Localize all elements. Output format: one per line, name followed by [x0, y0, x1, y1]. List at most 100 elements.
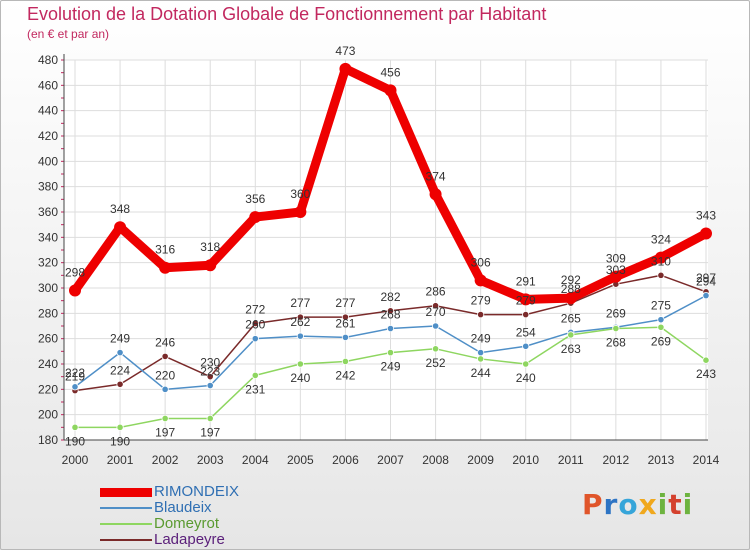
data-label-blaudeix: 262	[290, 315, 310, 329]
data-point-rimondeix	[564, 292, 577, 305]
data-label-rimondeix: 291	[516, 274, 536, 288]
data-point-rimondeix	[429, 188, 442, 201]
logo-letter: x	[638, 488, 658, 521]
data-point-ladapeyre	[431, 302, 440, 310]
data-label-ladapeyre: 279	[471, 294, 491, 308]
data-point-domeyrot	[116, 423, 124, 431]
data-label-blaudeix: 222	[65, 366, 85, 380]
data-label-domeyrot: 231	[245, 382, 265, 396]
data-point-domeyrot	[477, 355, 485, 363]
data-label-ladapeyre: 219	[65, 370, 85, 384]
data-label-domeyrot: 197	[200, 425, 220, 439]
data-point-blaudeix	[116, 348, 124, 357]
y-tick-label: 260	[38, 332, 58, 346]
data-point-domeyrot	[612, 324, 620, 333]
data-point-ladapeyre	[296, 313, 304, 321]
data-label-rimondeix: 316	[155, 243, 175, 257]
data-point-ladapeyre	[116, 380, 124, 388]
data-label-blaudeix: 260	[245, 318, 265, 332]
data-label-domeyrot: 268	[606, 336, 626, 350]
logo-letter: P	[582, 488, 604, 521]
data-point-domeyrot	[702, 356, 710, 364]
data-label-blaudeix: 269	[606, 306, 626, 320]
data-label-ladapeyre: 224	[110, 363, 130, 377]
data-point-rimondeix	[700, 227, 712, 240]
x-tick-label: 2010	[512, 453, 539, 467]
data-label-ladapeyre: 288	[561, 282, 581, 296]
legend-label: RIMONDEIX	[154, 483, 240, 500]
x-tick-label: 2004	[242, 453, 269, 467]
data-label-rimondeix: 374	[426, 169, 446, 183]
data-point-rimondeix	[474, 274, 487, 287]
data-label-blaudeix: 261	[335, 316, 355, 330]
legend-item-ladapeyre: Ladapeyre	[100, 532, 239, 548]
y-tick-label: 220	[38, 382, 58, 396]
data-label-domeyrot: 190	[65, 434, 85, 448]
y-tick-label: 460	[38, 78, 58, 92]
x-tick-label: 2003	[197, 453, 224, 467]
data-label-ladapeyre: 246	[155, 335, 175, 349]
data-point-rimondeix	[294, 206, 307, 218]
data-label-domeyrot: 243	[696, 367, 716, 381]
legend-item-blaudeix: Blaudeix	[100, 500, 239, 516]
data-label-domeyrot: 240	[516, 371, 536, 385]
x-tick-label: 2008	[422, 453, 449, 467]
data-label-ladapeyre: 286	[426, 285, 446, 299]
logo-letter: o	[618, 488, 639, 521]
data-label-blaudeix: 268	[380, 308, 400, 322]
data-point-ladapeyre	[206, 373, 214, 381]
data-point-ladapeyre	[341, 313, 350, 321]
data-point-blaudeix	[71, 383, 79, 391]
data-point-rimondeix	[114, 221, 127, 234]
data-point-blaudeix	[296, 332, 304, 340]
data-label-blaudeix: 220	[155, 368, 175, 382]
data-point-rimondeix	[69, 284, 81, 297]
proxiti-logo: Proxiti	[582, 488, 693, 521]
logo-letter: t	[668, 488, 683, 521]
data-label-ladapeyre: 277	[335, 296, 355, 310]
data-label-domeyrot: 244	[471, 366, 491, 380]
data-point-rimondeix	[384, 84, 397, 97]
legend-swatch	[100, 539, 152, 541]
legend-label: Blaudeix	[154, 499, 212, 516]
y-tick-label: 440	[38, 104, 58, 118]
chart-legend: RIMONDEIX Blaudeix Domeyrot Ladapeyre	[100, 484, 239, 548]
data-point-blaudeix	[206, 381, 214, 390]
data-point-rimondeix	[204, 259, 217, 272]
data-point-ladapeyre	[522, 310, 530, 319]
data-point-ladapeyre	[657, 271, 665, 279]
data-label-rimondeix: 473	[335, 44, 355, 58]
logo-letter: i	[682, 488, 694, 521]
data-label-ladapeyre: 230	[200, 356, 220, 370]
data-label-rimondeix: 309	[606, 252, 626, 266]
data-point-blaudeix	[161, 385, 169, 393]
data-point-ladapeyre	[477, 310, 485, 319]
x-tick-label: 2007	[377, 453, 404, 467]
data-point-rimondeix	[519, 293, 532, 306]
data-label-domeyrot: 249	[380, 360, 400, 374]
data-point-domeyrot	[386, 348, 395, 357]
data-label-domeyrot: 242	[335, 368, 355, 382]
data-label-domeyrot: 197	[155, 425, 175, 439]
data-label-blaudeix: 249	[110, 332, 130, 346]
data-label-rimondeix: 306	[471, 255, 491, 269]
data-label-blaudeix: 294	[696, 275, 716, 289]
data-label-domeyrot: 269	[651, 334, 671, 348]
x-tick-label: 2006	[332, 453, 359, 467]
data-label-blaudeix: 249	[471, 332, 491, 346]
data-label-ladapeyre: 282	[380, 290, 400, 304]
x-tick-label: 2009	[467, 453, 494, 467]
data-label-blaudeix: 275	[651, 299, 671, 313]
data-point-blaudeix	[702, 291, 710, 300]
data-label-domeyrot: 190	[110, 434, 130, 448]
data-label-domeyrot: 263	[561, 342, 581, 356]
data-label-rimondeix: 292	[561, 273, 581, 287]
data-label-blaudeix: 223	[200, 365, 220, 379]
data-label-ladapeyre: 272	[245, 302, 265, 316]
legend-item-rimondeix: RIMONDEIX	[100, 484, 239, 500]
data-point-blaudeix	[431, 322, 440, 330]
chart-title: Evolution de la Dotation Globale de Fonc…	[27, 4, 547, 24]
x-tick-label: 2013	[648, 453, 675, 467]
y-tick-label: 320	[38, 256, 58, 270]
